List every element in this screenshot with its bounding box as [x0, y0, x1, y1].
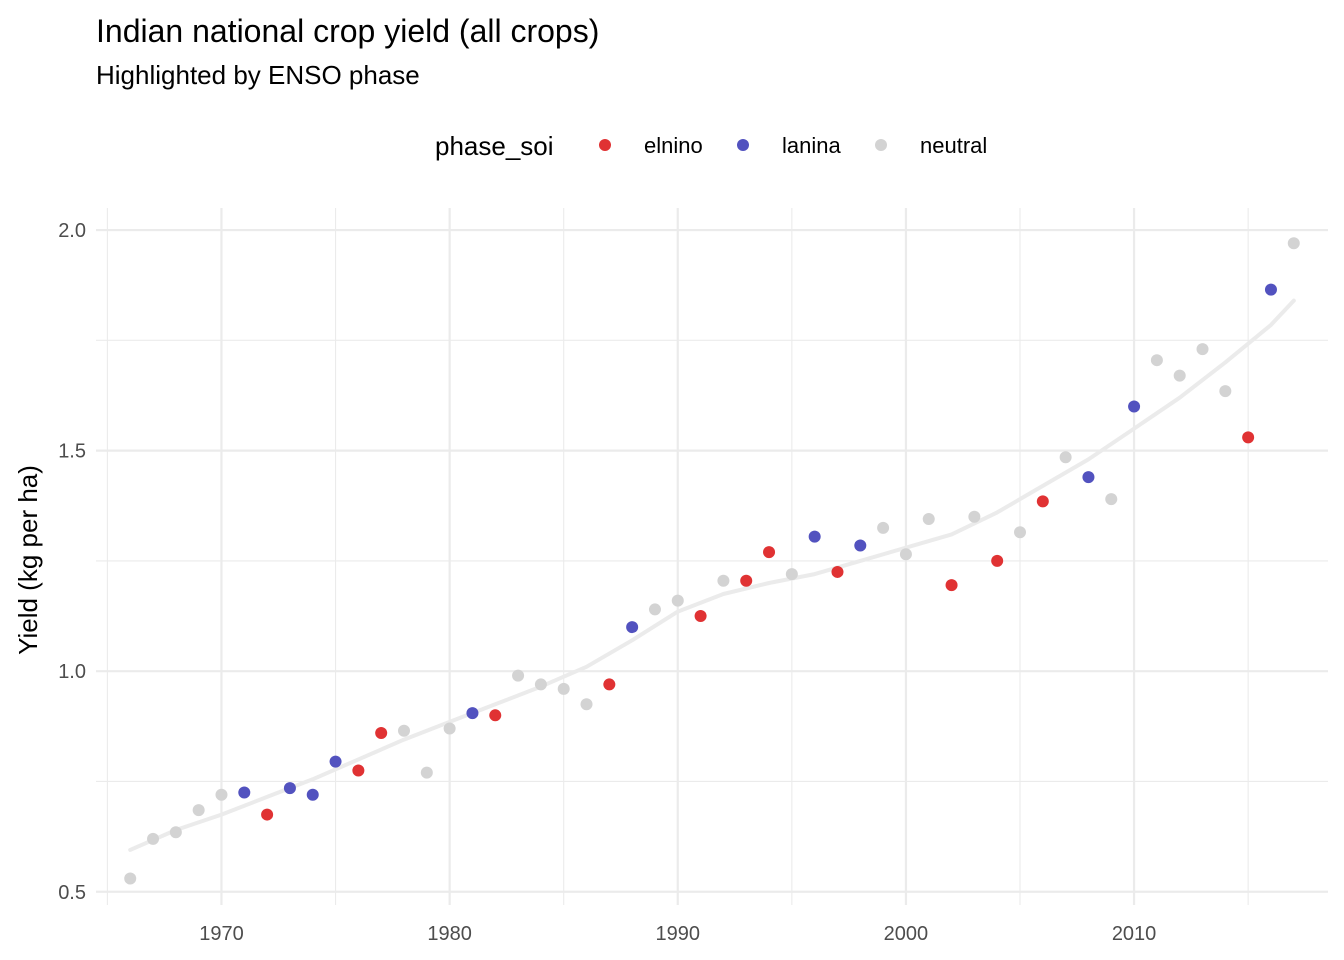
data-point-elnino — [352, 764, 365, 777]
legend-title: phase_soi — [435, 131, 554, 161]
data-point-elnino — [831, 565, 844, 578]
y-axis-ticks: 0.5 1.0 1.5 2.0 — [58, 220, 86, 904]
data-point-neutral — [1219, 385, 1232, 398]
data-point-elnino — [489, 709, 502, 722]
legend: phase_soi elnino lanina neutral — [435, 131, 987, 161]
smooth-trend — [128, 298, 1296, 852]
x-tick-label: 1990 — [656, 923, 701, 945]
data-point-neutral — [169, 826, 182, 839]
data-point-neutral — [877, 521, 890, 534]
x-tick-label: 1980 — [427, 923, 472, 945]
data-point-elnino — [1036, 495, 1049, 508]
data-point-elnino — [375, 726, 388, 739]
data-point-neutral — [580, 698, 593, 711]
data-point-lanina — [466, 707, 479, 720]
data-point-neutral — [192, 804, 205, 817]
data-point-elnino — [603, 678, 616, 691]
legend-key-lanina — [737, 139, 749, 151]
data-point-neutral — [1287, 237, 1300, 250]
data-point-neutral — [512, 669, 525, 682]
data-point-lanina — [283, 782, 296, 795]
data-point-neutral — [124, 872, 137, 885]
data-point-neutral — [717, 574, 730, 587]
data-point-lanina — [1128, 400, 1141, 413]
data-point-neutral — [1150, 354, 1163, 367]
data-points — [124, 237, 1300, 885]
data-point-elnino — [740, 574, 753, 587]
data-point-neutral — [671, 594, 684, 607]
data-point-neutral — [1196, 343, 1209, 356]
data-point-neutral — [215, 788, 228, 801]
data-point-neutral — [785, 568, 798, 581]
smooth-line — [128, 298, 1296, 852]
chart-title: Indian national crop yield (all crops) — [96, 13, 599, 49]
x-axis-ticks: 1970 1980 1990 2000 2010 — [199, 923, 1156, 945]
data-point-neutral — [1059, 451, 1072, 464]
data-point-neutral — [398, 724, 410, 737]
data-point-neutral — [922, 513, 935, 526]
legend-label-elnino: elnino — [644, 133, 703, 158]
legend-label-neutral: neutral — [920, 133, 987, 158]
data-point-neutral — [1105, 493, 1118, 506]
data-point-neutral — [443, 722, 456, 735]
data-point-elnino — [694, 610, 707, 623]
data-point-neutral — [557, 682, 570, 695]
legend-key-neutral — [875, 139, 887, 151]
y-tick-label: 0.5 — [58, 882, 86, 904]
data-point-lanina — [329, 755, 342, 768]
legend-label-lanina: lanina — [782, 133, 841, 158]
legend-key-elnino — [599, 139, 611, 151]
data-point-elnino — [1242, 431, 1255, 444]
y-tick-label: 1.5 — [58, 441, 86, 463]
chart-subtitle: Highlighted by ENSO phase — [96, 60, 420, 90]
x-tick-label: 1970 — [199, 923, 244, 945]
data-point-neutral — [534, 678, 547, 691]
data-point-lanina — [306, 788, 319, 801]
y-tick-label: 1.0 — [58, 661, 86, 683]
data-point-elnino — [763, 546, 776, 559]
data-point-lanina — [1264, 283, 1277, 296]
data-point-neutral — [648, 603, 661, 616]
data-point-lanina — [626, 621, 639, 634]
data-point-lanina — [238, 786, 251, 799]
data-point-neutral — [1173, 369, 1186, 382]
data-point-neutral — [147, 832, 160, 845]
y-tick-label: 2.0 — [58, 220, 86, 242]
data-point-lanina — [1082, 471, 1095, 484]
data-point-neutral — [899, 548, 912, 561]
plot-grid — [96, 208, 1328, 905]
data-point-lanina — [854, 539, 867, 552]
x-tick-label: 2000 — [884, 923, 929, 945]
y-axis-title: Yield (kg per ha) — [13, 465, 43, 655]
data-point-neutral — [420, 766, 433, 779]
data-point-neutral — [968, 510, 981, 523]
data-point-elnino — [991, 554, 1004, 567]
x-tick-label: 2010 — [1112, 923, 1157, 945]
data-point-elnino — [945, 579, 958, 592]
data-point-lanina — [808, 530, 821, 543]
data-point-elnino — [261, 808, 274, 821]
data-point-neutral — [1014, 526, 1026, 539]
